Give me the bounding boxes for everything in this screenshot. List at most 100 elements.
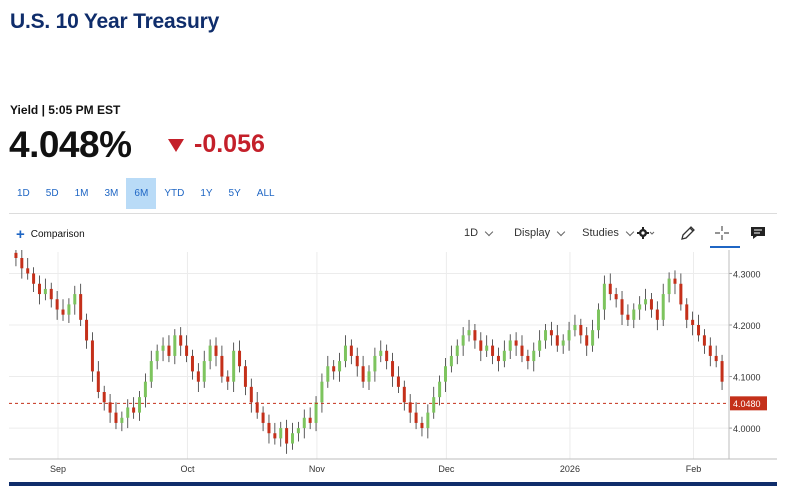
candle-body	[138, 397, 142, 413]
range-tab-ytd[interactable]: YTD	[164, 188, 185, 199]
settings-button[interactable]	[635, 222, 657, 244]
candle-body	[714, 355, 718, 362]
chevron-down-icon	[556, 227, 566, 236]
candle-body	[143, 381, 147, 398]
candle-body	[679, 283, 683, 305]
candle-body	[496, 355, 500, 362]
candle-body	[173, 335, 177, 356]
x-tick-label: 2026	[560, 464, 580, 474]
candle-body	[608, 283, 612, 295]
candle-body	[449, 355, 453, 367]
candle-body	[326, 366, 330, 382]
candle-body	[432, 397, 436, 413]
y-tick-label: 4.1000	[733, 373, 761, 383]
range-tab-5d[interactable]: 5D	[45, 188, 59, 199]
candle-body	[196, 371, 200, 382]
price-chart[interactable]: 4.3000 4.2000 4.1000 4.0000 Sep Oct Nov Dec 2026…	[0, 250, 790, 480]
candle-body	[720, 361, 724, 382]
candle-body	[632, 309, 636, 320]
candle-body	[261, 412, 265, 423]
candle-body	[626, 314, 630, 320]
candle-body	[396, 376, 400, 387]
candle-body	[585, 335, 589, 346]
down-arrow-icon	[168, 139, 184, 152]
candle-body	[302, 417, 306, 429]
candle-body	[20, 258, 24, 269]
candle-body	[544, 330, 548, 341]
candle-body	[549, 330, 553, 336]
candle-body	[167, 345, 171, 356]
toolbar-divider	[9, 213, 777, 214]
candle-body	[514, 340, 518, 346]
crosshair-icon	[715, 226, 729, 240]
candle-body	[108, 402, 112, 413]
candle-body	[214, 345, 218, 356]
candle-body	[273, 433, 277, 439]
candle-body	[614, 294, 618, 300]
candle-body	[508, 340, 512, 351]
crosshair-button[interactable]	[711, 222, 733, 244]
candle-body	[190, 355, 194, 372]
candle-body	[708, 345, 712, 356]
candle-body	[473, 330, 477, 341]
candle-body	[567, 330, 571, 341]
candle-body	[596, 309, 600, 331]
candle-body	[655, 309, 659, 320]
candle-body	[561, 340, 565, 346]
candle-body	[367, 371, 371, 382]
candle-body	[438, 381, 442, 398]
candle-body	[79, 294, 83, 320]
candle-body	[526, 355, 530, 362]
candle-body	[620, 299, 624, 315]
x-tick-label: Sep	[50, 464, 66, 474]
chevron-down-icon	[625, 227, 635, 236]
candle-body	[408, 402, 412, 413]
candle-body	[249, 386, 253, 403]
candle-body	[208, 345, 212, 362]
interval-dropdown[interactable]: 1D	[464, 227, 494, 239]
candle-body	[649, 299, 653, 310]
range-tab-5y[interactable]: 5Y	[228, 188, 241, 199]
candle-body	[479, 340, 483, 351]
candle-body	[355, 355, 359, 367]
interval-label: 1D	[464, 227, 479, 239]
range-tab-all[interactable]: ALL	[256, 188, 275, 199]
candle-body	[644, 299, 648, 305]
candle-body	[90, 340, 94, 372]
candle-body	[37, 283, 41, 295]
range-tab-3m[interactable]: 3M	[104, 188, 119, 199]
comment-button[interactable]	[747, 222, 769, 244]
candle-body	[349, 345, 353, 356]
studies-dropdown[interactable]: Studies	[582, 227, 635, 239]
last-price: 4.048%	[9, 124, 132, 165]
candle-body	[702, 335, 706, 346]
range-tab-1y[interactable]: 1Y	[200, 188, 213, 199]
display-dropdown[interactable]: Display	[514, 227, 566, 239]
crosshair-active-indicator	[710, 246, 740, 248]
candle-body	[502, 350, 506, 362]
candle-body	[226, 376, 230, 382]
draw-button[interactable]	[677, 222, 699, 244]
pencil-icon	[681, 226, 695, 240]
candle-body	[343, 345, 347, 362]
candle-body	[485, 345, 489, 351]
y-tick-label: 4.0000	[733, 424, 761, 434]
candle-body	[673, 278, 677, 284]
range-tab-1m[interactable]: 1M	[74, 188, 89, 199]
candle-body	[96, 371, 100, 392]
candle-body	[591, 330, 595, 346]
range-tab-6m[interactable]: 6M	[126, 178, 157, 209]
candle-body	[426, 412, 430, 429]
candle-body	[291, 433, 295, 444]
page-title: U.S. 10 Year Treasury	[10, 10, 220, 33]
range-tab-1d[interactable]: 1D	[17, 188, 30, 199]
candle-body	[243, 366, 247, 387]
candle-body	[697, 325, 701, 336]
last-price-tag	[730, 396, 767, 411]
x-tick-label: Oct	[180, 464, 195, 474]
x-tick-label: Feb	[686, 464, 702, 474]
candle-body	[149, 361, 153, 382]
candle-body	[67, 304, 71, 315]
comparison-button[interactable]: + Comparison	[16, 227, 85, 242]
candle-body	[161, 345, 165, 351]
